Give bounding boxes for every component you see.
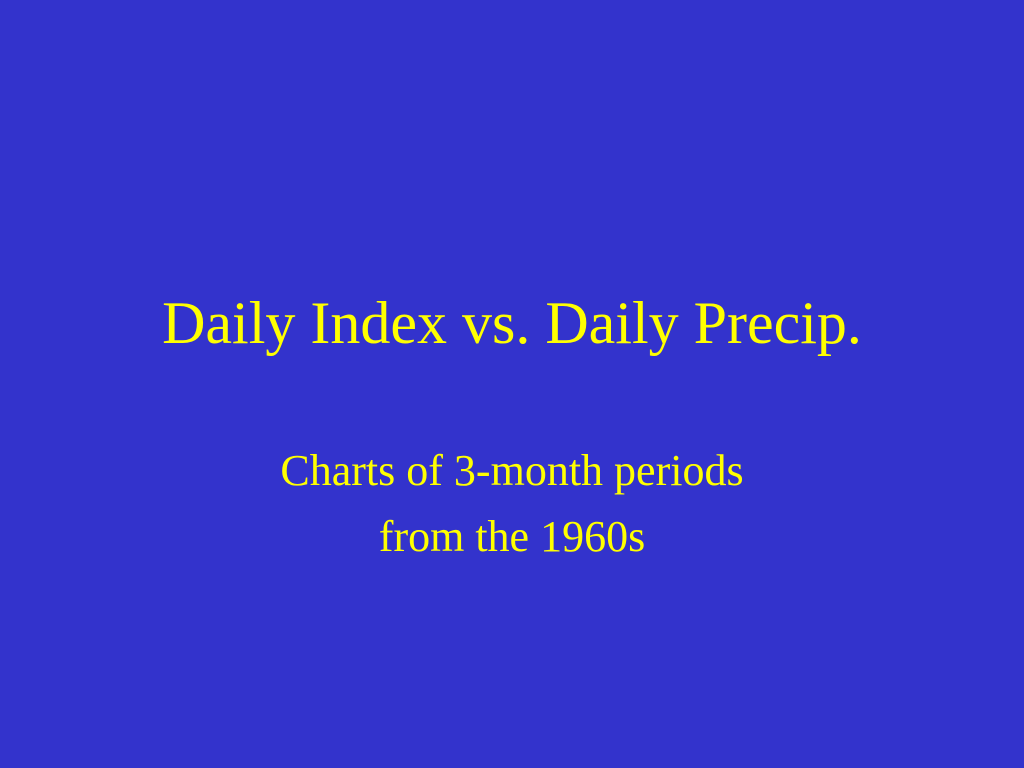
subtitle-line-2: from the 1960s — [378, 512, 646, 561]
slide-title: Daily Index vs. Daily Precip. — [162, 290, 862, 356]
slide-subtitle: Charts of 3-month periods from the 1960s — [0, 438, 1024, 570]
subtitle-line-1: Charts of 3-month periods — [280, 446, 744, 495]
